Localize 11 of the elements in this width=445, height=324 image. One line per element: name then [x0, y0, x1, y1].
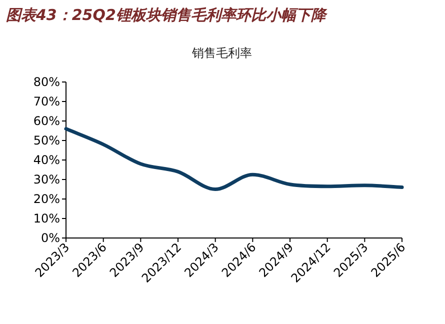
y-tick-label: 30% [33, 172, 60, 186]
chart-title: 图表43：25Q2锂板块销售毛利率环比小幅下降 [6, 6, 328, 24]
y-tick-label: 0% [40, 231, 60, 245]
y-tick-label: 40% [33, 153, 60, 167]
y-tick-label: 20% [33, 192, 60, 206]
chart-subtitle: 销售毛利率 [191, 46, 252, 60]
y-tick-label: 80% [33, 75, 60, 89]
y-tick-label: 70% [33, 94, 60, 108]
y-tick-label: 10% [33, 212, 60, 226]
y-tick-label: 50% [33, 134, 60, 148]
y-tick-label: 60% [33, 114, 60, 128]
